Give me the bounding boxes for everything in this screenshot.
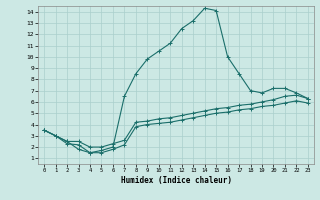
X-axis label: Humidex (Indice chaleur): Humidex (Indice chaleur): [121, 176, 231, 185]
